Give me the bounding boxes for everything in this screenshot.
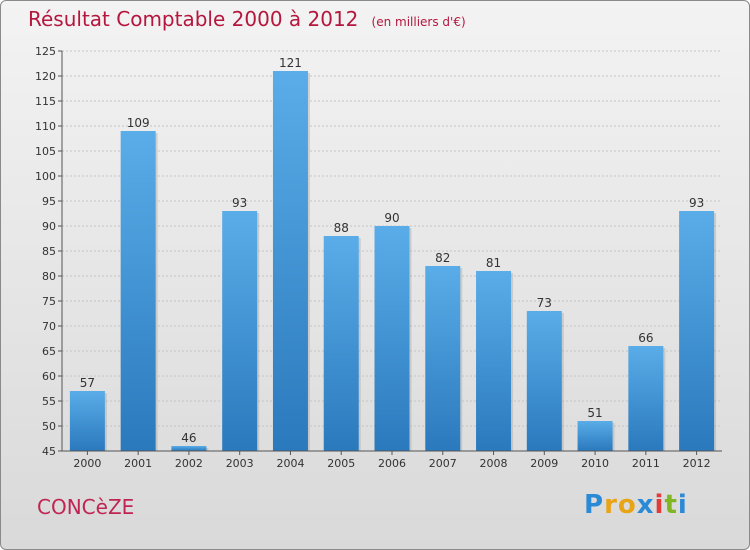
bar xyxy=(628,346,664,451)
y-tick-label: 125 xyxy=(35,45,56,58)
chart-title: Résultat Comptable 2000 à 2012 xyxy=(28,7,359,31)
title-row: Résultat Comptable 2000 à 2012 (en milli… xyxy=(28,7,466,31)
y-tick-label: 55 xyxy=(42,395,56,408)
y-tick-label: 120 xyxy=(35,70,56,83)
y-tick-label: 115 xyxy=(35,95,56,108)
data-label: 51 xyxy=(587,406,602,420)
x-tick-label: 2010 xyxy=(581,457,609,470)
y-tick-label: 50 xyxy=(42,420,56,433)
x-tick-label: 2012 xyxy=(683,457,711,470)
data-label: 82 xyxy=(435,251,450,265)
y-tick-label: 60 xyxy=(42,370,56,383)
x-tick-label: 2004 xyxy=(276,457,304,470)
logo-letter: r xyxy=(604,490,618,520)
grid-lines xyxy=(62,50,722,452)
y-tick-label: 90 xyxy=(42,220,56,233)
bar xyxy=(120,131,156,451)
x-tick-label: 2011 xyxy=(632,457,660,470)
bars: 57 109 46 93 121 88 90 82 81 73 51 66 93 xyxy=(69,56,717,451)
bar xyxy=(171,446,207,451)
data-label: 121 xyxy=(279,56,302,70)
y-tick-label: 85 xyxy=(42,245,56,258)
logo-letter: P xyxy=(584,490,605,520)
y-tick-label: 105 xyxy=(35,145,56,158)
data-label: 81 xyxy=(486,256,501,270)
x-tick-label: 2007 xyxy=(429,457,457,470)
bar xyxy=(222,211,258,451)
x-tick-label: 2005 xyxy=(327,457,355,470)
bar xyxy=(577,421,613,451)
bar xyxy=(272,71,308,451)
bar xyxy=(374,226,410,451)
data-label: 57 xyxy=(80,376,95,390)
y-tick-label: 95 xyxy=(42,195,56,208)
data-label: 109 xyxy=(127,116,150,130)
data-label: 66 xyxy=(638,331,653,345)
x-tick-label: 2000 xyxy=(73,457,101,470)
axes: 45 50 55 60 65 70 75 80 85 90 95 100 105 110 115 120 125… xyxy=(35,45,722,470)
data-label: 90 xyxy=(384,211,399,225)
x-tick-label: 2002 xyxy=(175,457,203,470)
y-tick-label: 110 xyxy=(35,120,56,133)
y-tick-label: 70 xyxy=(42,320,56,333)
logo-letter: i xyxy=(677,490,688,520)
chart-subtitle: (en milliers d'€) xyxy=(371,15,466,29)
bar xyxy=(425,266,461,451)
data-label: 88 xyxy=(334,221,349,235)
bar xyxy=(323,236,359,451)
commune-name: CONCèZE xyxy=(37,495,135,519)
proxiti-logo: Proxiti xyxy=(584,490,688,520)
logo-letter: o xyxy=(617,490,637,520)
y-tick-label: 45 xyxy=(42,445,56,458)
data-label: 73 xyxy=(537,296,552,310)
x-tick-label: 2003 xyxy=(226,457,254,470)
logo-letter: t xyxy=(664,490,678,520)
bar xyxy=(69,391,105,451)
y-tick-label: 80 xyxy=(42,270,56,283)
data-label: 93 xyxy=(232,196,247,210)
bar xyxy=(679,211,715,451)
x-tick-label: 2006 xyxy=(378,457,406,470)
data-label: 46 xyxy=(181,431,196,445)
data-label: 93 xyxy=(689,196,704,210)
logo-letter: i xyxy=(654,490,665,520)
y-tick-label: 100 xyxy=(35,170,56,183)
bar xyxy=(476,271,512,451)
y-tick-label: 75 xyxy=(42,295,56,308)
bar xyxy=(526,311,562,451)
x-tick-label: 2009 xyxy=(530,457,558,470)
y-tick-label: 65 xyxy=(42,345,56,358)
x-tick-label: 2001 xyxy=(124,457,152,470)
logo-letter: x xyxy=(636,490,655,520)
x-tick-label: 2008 xyxy=(480,457,508,470)
